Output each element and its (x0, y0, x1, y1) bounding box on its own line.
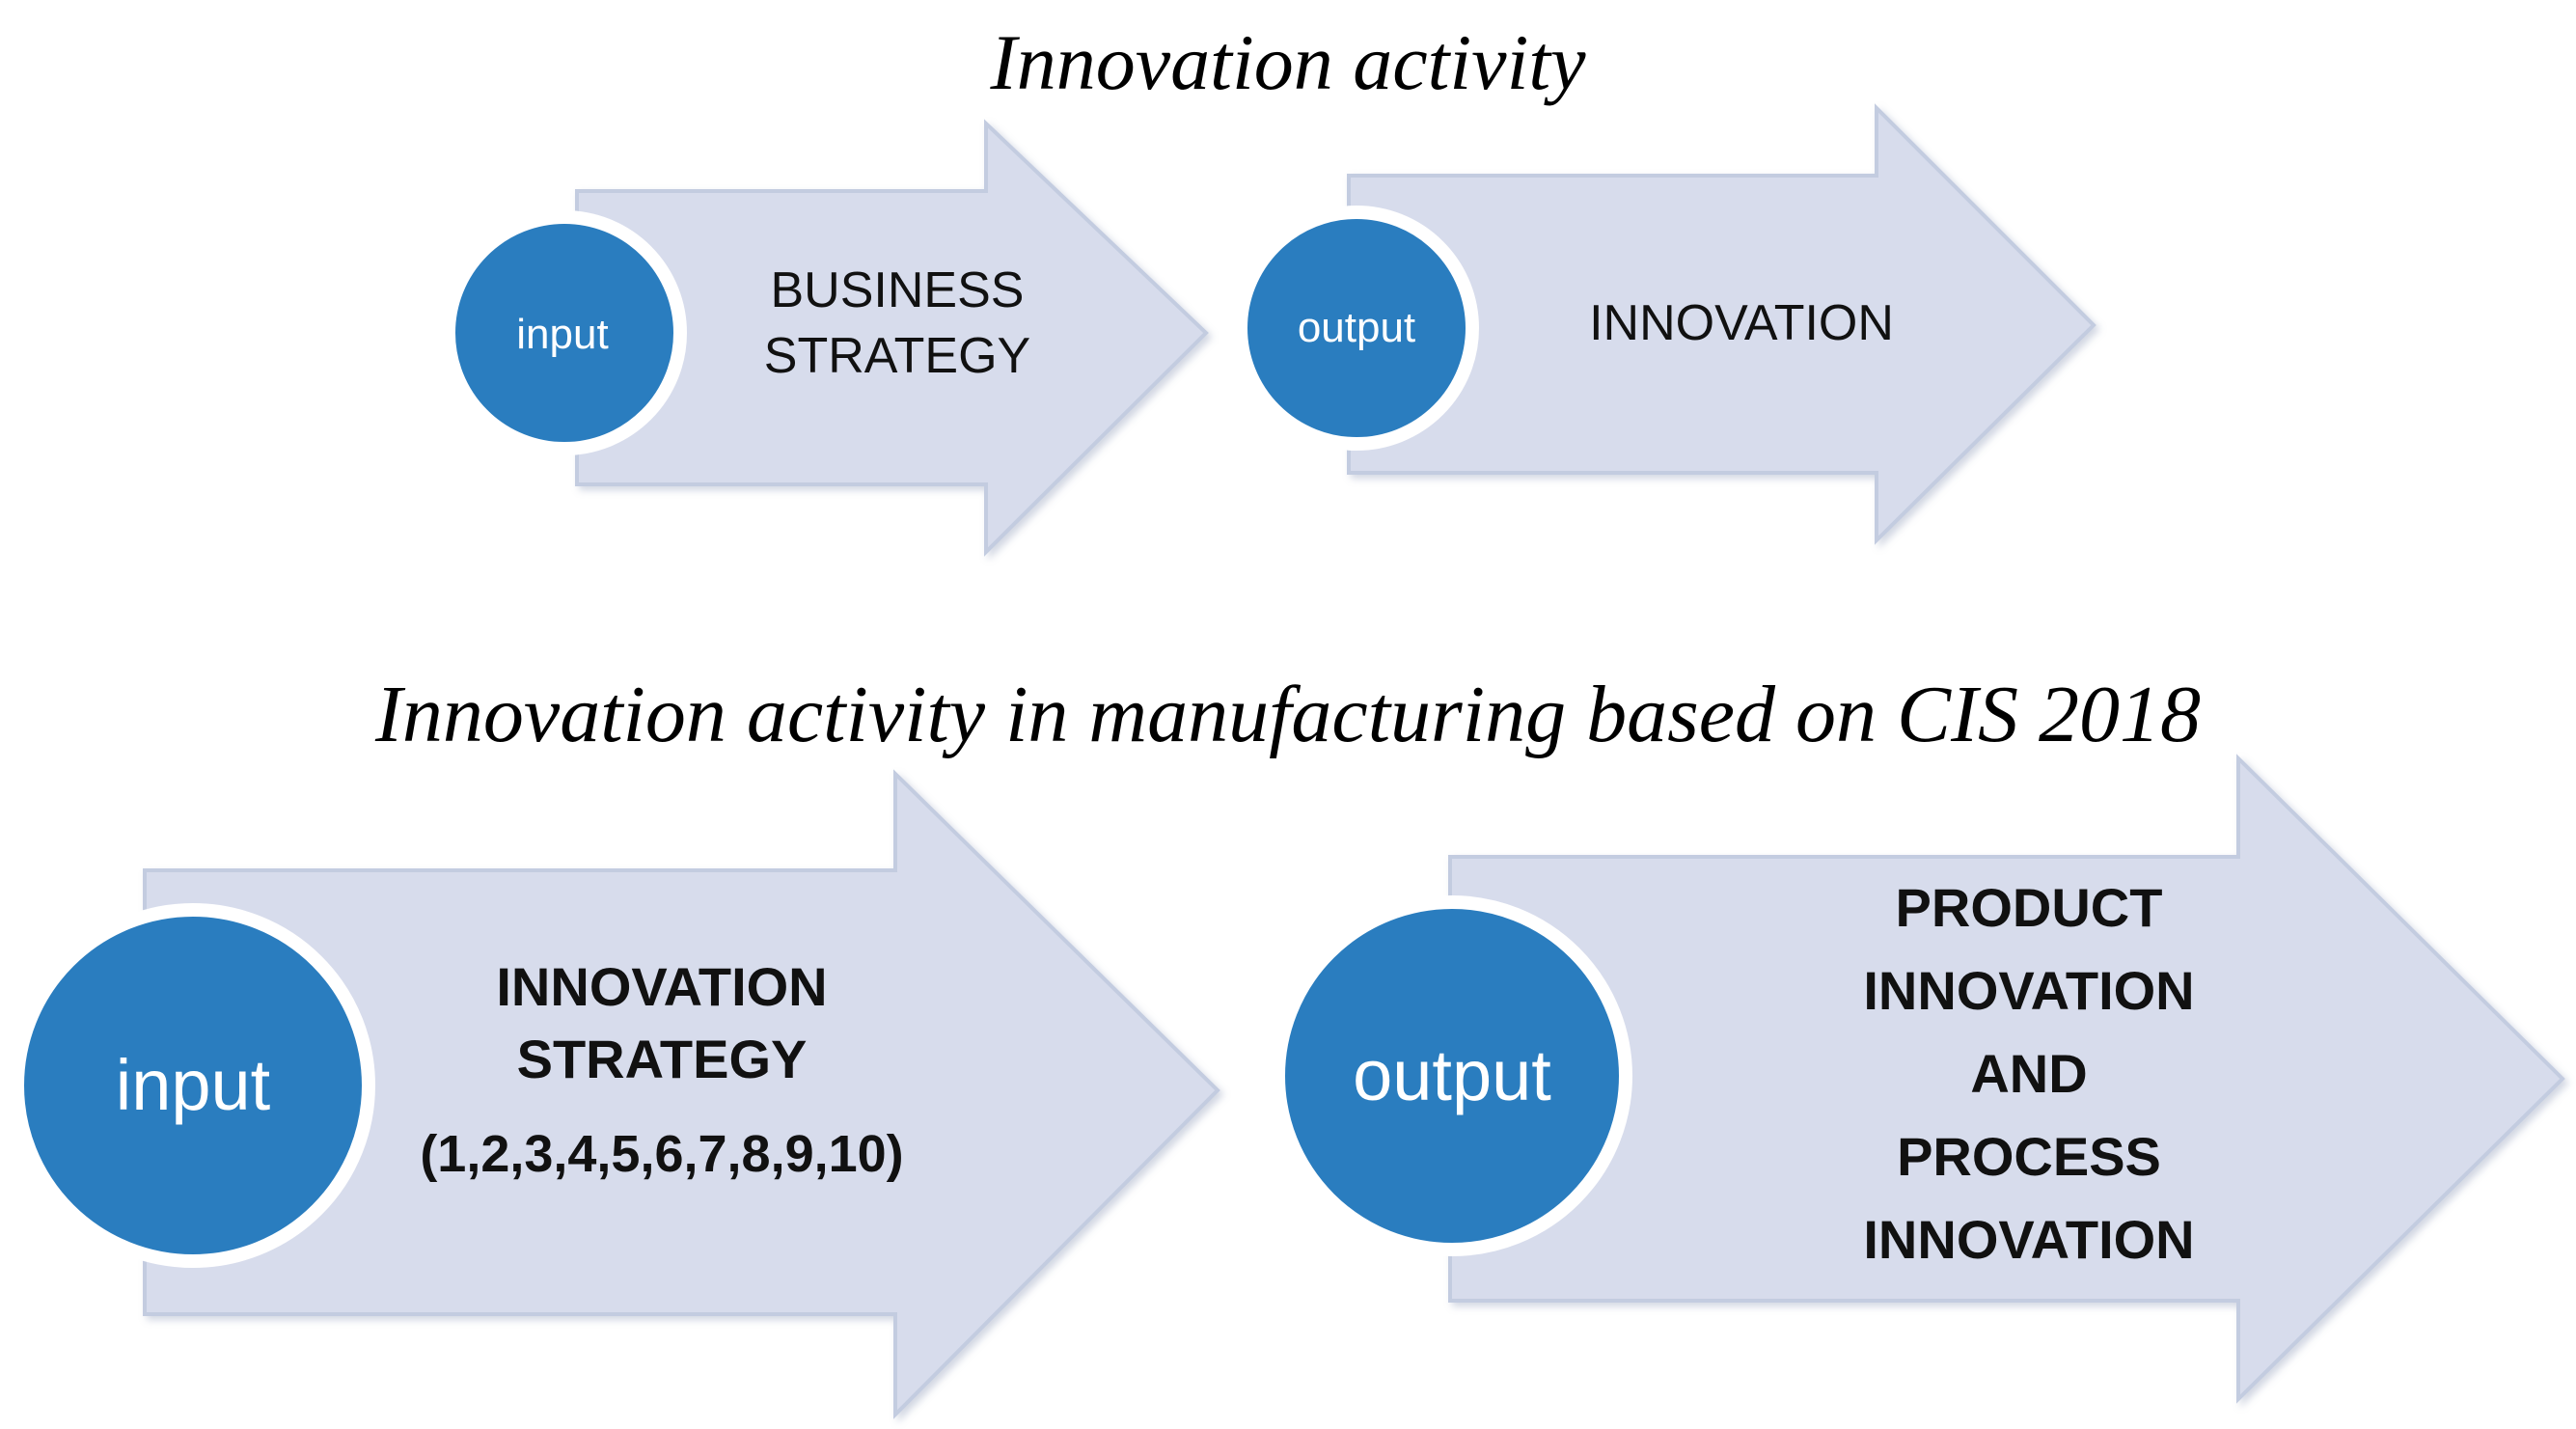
top-output-flow: output INNOVATION (1234, 103, 2096, 545)
diagram-title-innovation-activity: Innovation activity (990, 18, 1586, 106)
bottom-output-circle (1272, 895, 1632, 1256)
bottom-input-arrow-text-line-3: (1,2,3,4,5,6,7,8,9,10) (420, 1125, 903, 1183)
top-input-arrow (575, 119, 1209, 557)
bottom-output-arrow (1448, 754, 2565, 1404)
bottom-output-arrow-text-line-4: PROCESS (1897, 1126, 2161, 1187)
bottom-output-arrow-text-line-3: AND (1970, 1043, 2087, 1104)
top-input-arrow-text-line-1: BUSINESS (771, 262, 1025, 318)
bottom-output-label: output (1353, 1035, 1551, 1115)
diagram-title-cis-2018: Innovation activity in manufacturing bas… (374, 670, 2202, 759)
bottom-output-flow: output PRODUCT INNOVATION AND PROCESS IN… (1272, 754, 2565, 1404)
top-output-circle (1234, 206, 1479, 451)
top-input-circle (442, 210, 687, 455)
top-output-label: output (1298, 304, 1415, 351)
top-input-arrow-text-line-2: STRATEGY (764, 328, 1030, 384)
bottom-output-arrow-text-line-2: INNOVATION (1863, 960, 2194, 1021)
bottom-input-circle (11, 903, 375, 1268)
top-output-arrow-text: INNOVATION (1589, 295, 1894, 351)
bottom-input-label: input (116, 1045, 271, 1125)
top-input-flow: input BUSINESS STRATEGY (442, 119, 1209, 557)
bottom-input-arrow-text-line-2: STRATEGY (517, 1029, 808, 1089)
bottom-input-arrow-text-line-1: INNOVATION (496, 956, 827, 1017)
top-output-arrow (1347, 103, 2096, 545)
bottom-input-arrow (143, 769, 1220, 1419)
bottom-output-arrow-text-line-5: INNOVATION (1863, 1209, 2194, 1270)
bottom-input-flow: input INNOVATION STRATEGY (1,2,3,4,5,6,7… (11, 769, 1220, 1419)
bottom-output-arrow-text-line-1: PRODUCT (1896, 877, 2163, 938)
top-input-label: input (516, 311, 608, 358)
